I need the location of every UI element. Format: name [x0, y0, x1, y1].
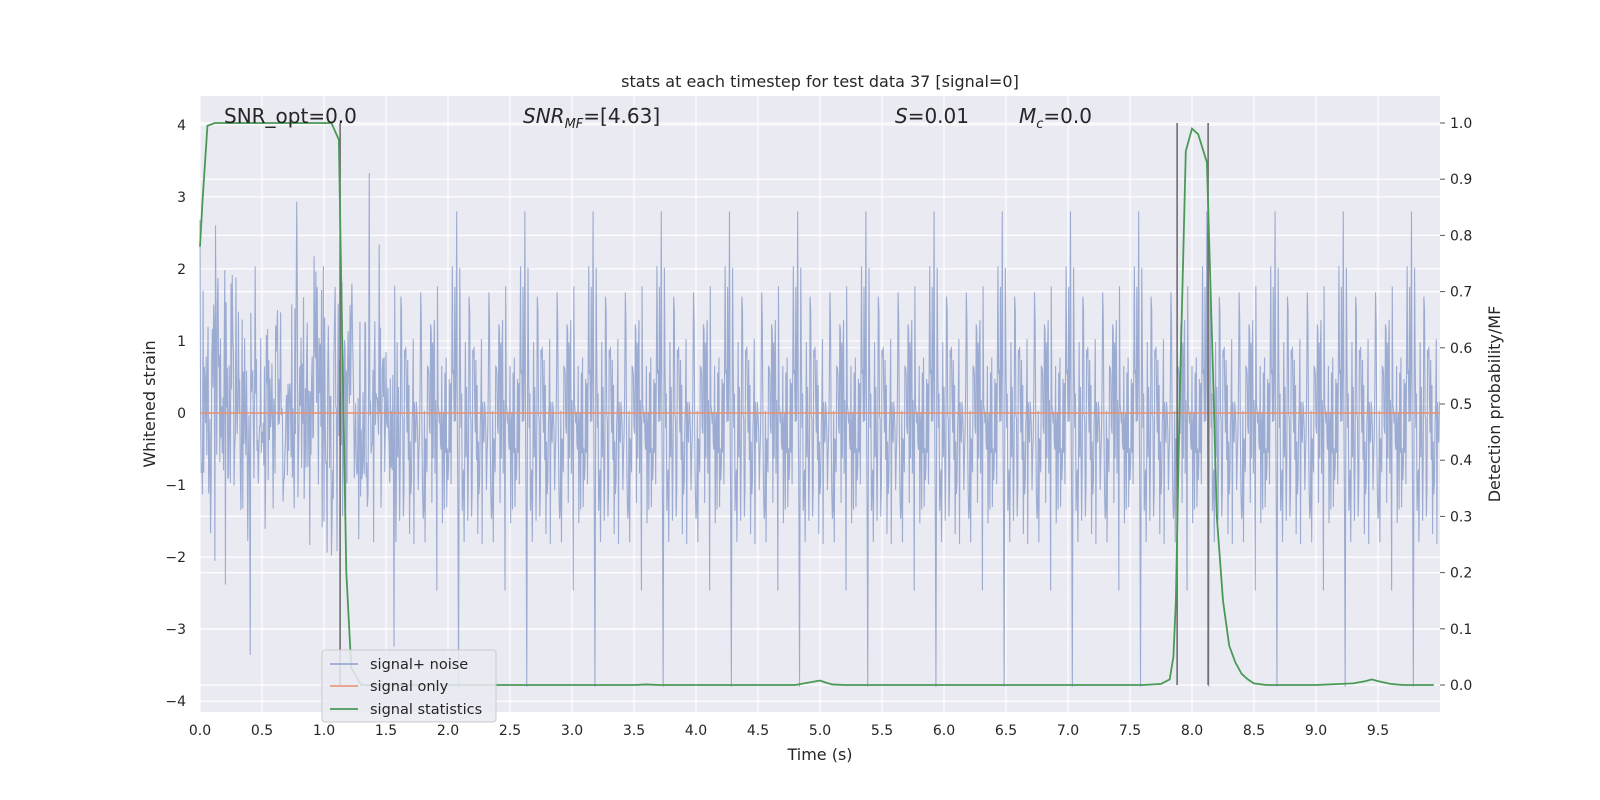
- y2-axis-label: Detection probability/MF: [1485, 306, 1504, 503]
- y-tick-label: −1: [165, 478, 186, 494]
- x-tick-label: 0.0: [189, 723, 211, 739]
- annotation-mc-symbol: M: [1019, 104, 1036, 128]
- x-axis-ticks: 0.0 0.5 1.0 1.5 2.0 2.5 3.0 3.5 4.0 4.5 5.0 5.5 6.0 6…: [189, 723, 1389, 739]
- y2-tick-label: 0.5: [1450, 397, 1472, 413]
- y2-tick-label: 0.6: [1450, 341, 1472, 357]
- y2-tick-label: 1.0: [1450, 116, 1472, 132]
- signal-statistics-line: [199, 122, 1434, 686]
- y-axis-label: Whitened strain: [140, 340, 159, 467]
- y2-tick-label: 0.0: [1450, 678, 1472, 694]
- annotation-s-symbol: S: [895, 104, 908, 128]
- annotation-snr-mf: SNRMF=[4.63]: [523, 104, 660, 132]
- x-tick-label: 5.0: [809, 723, 831, 739]
- x-tick-label: 1.5: [375, 723, 397, 739]
- x-tick-label: 7.0: [1057, 723, 1079, 739]
- y-axis-ticks: 4 3 2 1 0 −1 −2 −3 −4: [165, 118, 186, 710]
- y2-tick-label: 0.9: [1450, 172, 1472, 188]
- x-tick-label: 6.5: [995, 723, 1017, 739]
- x-tick-label: 9.0: [1305, 723, 1327, 739]
- chart-title: stats at each timestep for test data 37 …: [621, 72, 1019, 91]
- series-signal-noise: [199, 173, 1440, 687]
- annotation-snr-mf-subscript: MF: [565, 117, 584, 132]
- x-axis-label: Time (s): [786, 745, 852, 764]
- y2-tick-label: 0.1: [1450, 622, 1472, 638]
- annotation-s: S=0.01: [895, 104, 969, 128]
- legend-label-signal-noise: signal+ noise: [370, 657, 468, 673]
- x-tick-label: 3.5: [623, 723, 645, 739]
- x-tick-label: 0.5: [251, 723, 273, 739]
- annotation-mc: Mc=0.0: [1019, 104, 1092, 132]
- annotation-mc-value: =0.0: [1043, 104, 1092, 128]
- x-tick-label: 1.0: [313, 723, 335, 739]
- y2-tick-label: 0.4: [1450, 453, 1472, 469]
- y-tick-label: 2: [177, 262, 186, 278]
- y2-tick-label: 0.2: [1450, 566, 1472, 582]
- y-tick-label: 1: [177, 334, 186, 350]
- legend: signal+ noise signal only signal statist…: [321, 649, 497, 723]
- x-tick-label: 6.0: [933, 723, 955, 739]
- y-tick-label: −2: [165, 550, 186, 566]
- noise-line: [199, 173, 1440, 687]
- y2-tick-label: 0.8: [1450, 228, 1472, 244]
- y-tick-label: 0: [177, 406, 186, 422]
- legend-label-signal-only: signal only: [370, 679, 449, 695]
- x-tick-label: 8.5: [1243, 723, 1265, 739]
- y-tick-label: −4: [165, 694, 186, 710]
- annotation-snr-mf-value: =[4.63]: [583, 104, 660, 128]
- x-tick-label: 2.5: [499, 723, 521, 739]
- annotation-snr-mf-symbol: SNR: [523, 104, 565, 128]
- x-tick-label: 4.5: [747, 723, 769, 739]
- annotation-mc-subscript: c: [1036, 117, 1043, 132]
- x-tick-label: 8.0: [1181, 723, 1203, 739]
- legend-label-signal-statistics: signal statistics: [370, 702, 482, 718]
- y-tick-label: 4: [177, 118, 186, 134]
- x-tick-label: 9.5: [1367, 723, 1389, 739]
- y-tick-label: 3: [177, 190, 186, 206]
- annotation-snr-opt: SNR_opt=0.0: [224, 104, 357, 128]
- x-tick-label: 3.0: [561, 723, 583, 739]
- x-tick-label: 2.0: [437, 723, 459, 739]
- x-tick-label: 7.5: [1119, 723, 1141, 739]
- x-tick-label: 5.5: [871, 723, 893, 739]
- y2-tick-label: 0.3: [1450, 509, 1472, 525]
- y2-axis-ticks: 1.0 0.9 0.8 0.7 0.6 0.5 0.4 0.3 0.2 0.1 0.0: [1440, 116, 1472, 694]
- annotation-s-value: =0.01: [908, 104, 969, 128]
- legend-box: [321, 649, 497, 723]
- y2-tick-label: 0.7: [1450, 285, 1472, 301]
- series-signal-statistics: [199, 122, 1434, 686]
- y-tick-label: −3: [165, 622, 186, 638]
- x-tick-label: 4.0: [685, 723, 707, 739]
